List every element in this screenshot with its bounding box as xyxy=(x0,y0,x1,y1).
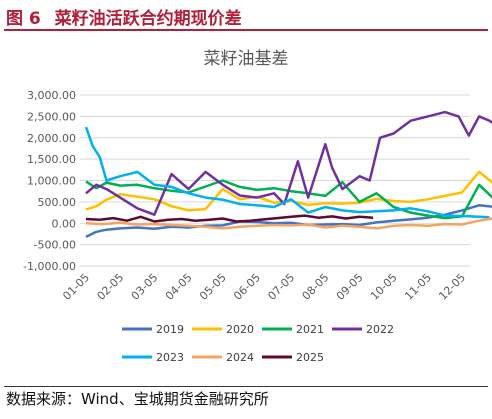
y-tick-label: 3,000.00 xyxy=(27,89,76,102)
y-tick-label: 0.00 xyxy=(52,217,77,230)
basis-line-chart: 菜籽油基差 3,000.00 2,500.00 2,000.00 1,500.00 1,… xyxy=(23,49,492,364)
x-tick-label: 11-05 xyxy=(402,271,434,303)
y-tick-label: 2,500.00 xyxy=(27,110,76,123)
legend-label-2020: 2020 xyxy=(226,323,254,336)
y-tick-label: 500.00 xyxy=(38,196,77,209)
source-note: 数据来源：Wind、宝城期货金融研究所 xyxy=(6,390,269,408)
y-tick-label: -500.00 xyxy=(34,239,76,252)
header-rule xyxy=(4,29,488,31)
x-tick-label: 01-05 xyxy=(60,271,92,303)
x-axis-tick-labels: 01-05 02-05 03-05 04-05 05-05 06-05 07-05 08-05… xyxy=(60,271,468,303)
x-tick-label: 10-05 xyxy=(368,271,400,303)
series-line-2024 xyxy=(85,217,492,230)
legend: 2019 2020 2021 2022 2023 2024 2025 xyxy=(122,323,394,364)
chart-title: 菜籽油基差 xyxy=(204,49,289,69)
legend-label-2019: 2019 xyxy=(156,323,184,336)
x-tick-label: 07-05 xyxy=(265,271,297,303)
series-line-2023 xyxy=(84,126,490,219)
legend-label-2023: 2023 xyxy=(156,351,184,364)
x-tick-label: 05-05 xyxy=(197,271,229,303)
y-tick-label: -1,000.00 xyxy=(23,260,76,273)
footer-rule xyxy=(4,386,488,387)
figure-caption: 图 6 菜籽油活跃合约期现价差 xyxy=(6,4,242,29)
figure-title: 菜籽油活跃合约期现价差 xyxy=(54,9,242,29)
figure-label: 图 6 xyxy=(6,9,41,29)
series-line-2019 xyxy=(85,204,492,239)
series-line-2022 xyxy=(85,110,492,216)
x-tick-label: 12-05 xyxy=(436,271,468,303)
legend-label-2022: 2022 xyxy=(366,323,394,336)
y-tick-label: 2,000.00 xyxy=(27,132,76,145)
x-tick-label: 08-05 xyxy=(300,271,332,303)
x-tick-label: 03-05 xyxy=(129,271,161,303)
figure-header: 图 6 菜籽油活跃合约期现价差 xyxy=(0,0,492,31)
y-tick-label: 1,000.00 xyxy=(27,175,76,188)
series-line-2025 xyxy=(85,214,374,223)
series-lines xyxy=(84,110,492,239)
y-axis-tick-labels: 3,000.00 2,500.00 2,000.00 1,500.00 1,000.00… xyxy=(23,89,76,273)
y-tick-label: 1,500.00 xyxy=(27,153,76,166)
x-tick-label: 06-05 xyxy=(231,271,263,303)
legend-label-2024: 2024 xyxy=(226,351,254,364)
x-tick-label: 02-05 xyxy=(95,271,127,303)
x-tick-label: 04-05 xyxy=(163,271,195,303)
legend-label-2021: 2021 xyxy=(296,323,324,336)
legend-label-2025: 2025 xyxy=(296,351,324,364)
x-tick-label: 09-05 xyxy=(334,271,366,303)
series-line-2021 xyxy=(85,179,492,220)
